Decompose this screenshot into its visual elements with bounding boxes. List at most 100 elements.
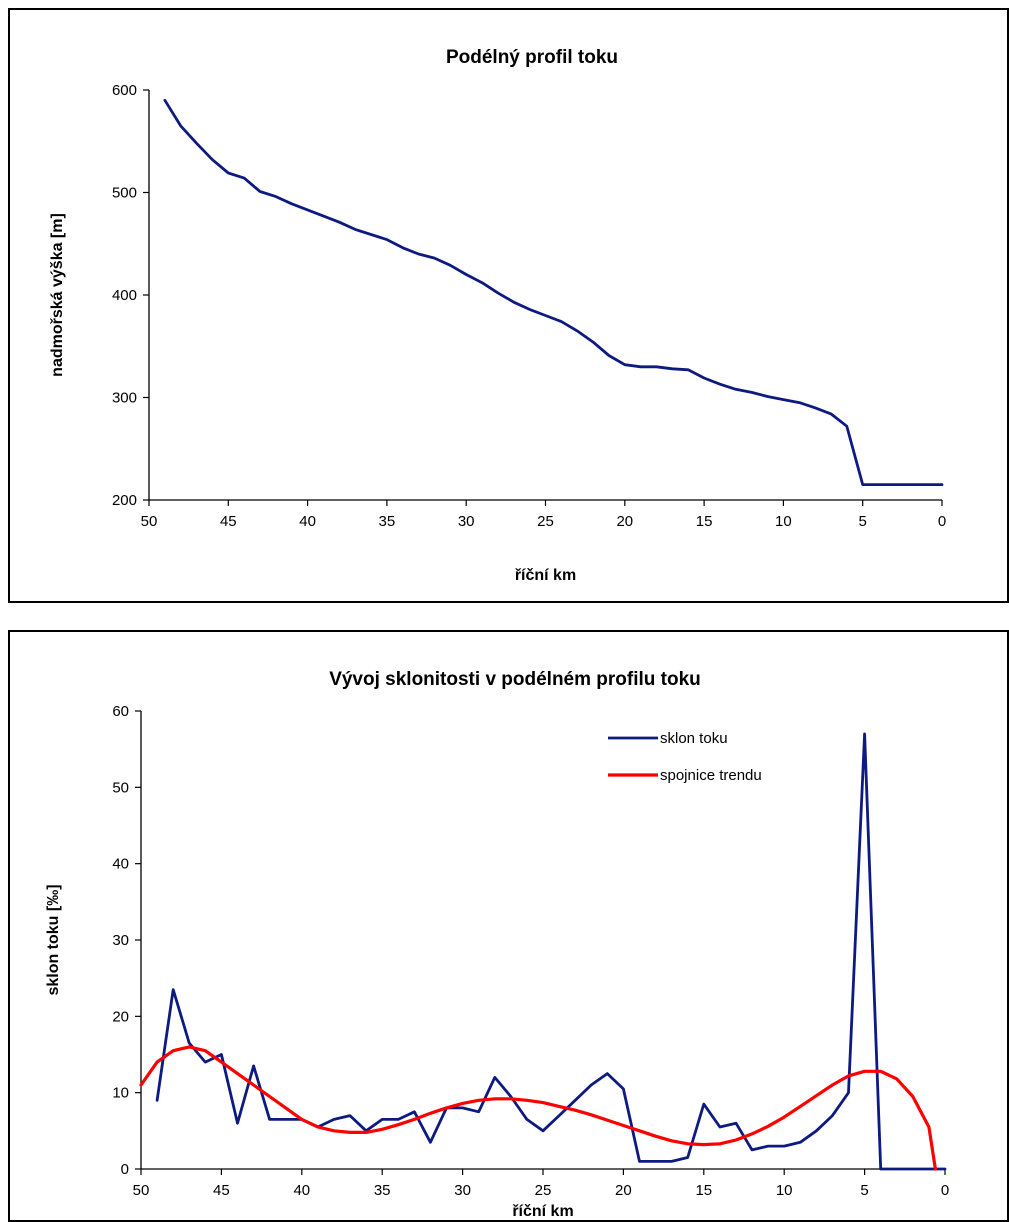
- data-point-spojnice-trendu: [831, 1084, 833, 1086]
- slope-chart-panel: Vývoj sklonitosti v podélném profilu tok…: [8, 630, 1009, 1222]
- data-point-sklon-toku: [220, 1053, 222, 1055]
- x-tick-label: 35: [374, 1182, 391, 1199]
- data-point-sklon-toku: [477, 1111, 479, 1113]
- x-tick-label: 20: [616, 513, 633, 530]
- data-point-spojnice-trendu: [896, 1078, 898, 1080]
- data-point-sklon-toku: [622, 1088, 624, 1090]
- data-point-sklon-toku: [896, 1168, 898, 1170]
- data-point-elevation: [481, 282, 483, 284]
- data-point-spojnice-trendu: [317, 1126, 319, 1128]
- y-tick-label: 50: [112, 779, 129, 796]
- data-point-sklon-toku: [558, 1114, 560, 1116]
- elevation-profile-chart-panel: Podélný profil toku 50 45 40 35 30 25 20 15 10 5 0 2…: [8, 8, 1009, 603]
- y-tick-label: 20: [112, 1008, 129, 1025]
- data-point-spojnice-trendu: [381, 1128, 383, 1130]
- data-point-sklon-toku: [413, 1111, 415, 1113]
- data-point-elevation: [766, 395, 768, 397]
- data-point-sklon-toku: [268, 1118, 270, 1120]
- data-point-spojnice-trendu: [477, 1099, 479, 1101]
- x-tick-label: 35: [379, 513, 396, 530]
- x-tick-label: 25: [535, 1182, 552, 1199]
- data-point-spojnice-trendu: [751, 1133, 753, 1135]
- data-point-spojnice-trendu: [622, 1124, 624, 1126]
- data-point-spojnice-trendu: [413, 1118, 415, 1120]
- data-point-elevation: [639, 366, 641, 368]
- data-point-sklon-toku: [204, 1061, 206, 1063]
- data-point-elevation: [227, 172, 229, 174]
- data-point-elevation: [655, 366, 657, 368]
- data-point-elevation: [164, 99, 166, 101]
- data-point-elevation: [338, 221, 340, 223]
- data-point-elevation: [782, 398, 784, 400]
- data-point-sklon-toku: [670, 1160, 672, 1162]
- data-point-spojnice-trendu: [558, 1105, 560, 1107]
- data-point-spojnice-trendu: [397, 1124, 399, 1126]
- data-point-elevation: [814, 407, 816, 409]
- data-point-spojnice-trendu: [735, 1139, 737, 1141]
- data-point-sklon-toku: [429, 1141, 431, 1143]
- data-point-spojnice-trendu: [687, 1143, 689, 1145]
- y-axis-title: sklon toku [‰]: [45, 884, 62, 995]
- data-point-sklon-toku: [397, 1118, 399, 1120]
- data-point-elevation: [703, 377, 705, 379]
- data-point-elevation: [719, 383, 721, 385]
- data-point-spojnice-trendu: [783, 1116, 785, 1118]
- data-point-sklon-toku: [188, 1042, 190, 1044]
- data-point-sklon-toku: [590, 1084, 592, 1086]
- data-point-spojnice-trendu: [799, 1105, 801, 1107]
- data-point-spojnice-trendu: [574, 1109, 576, 1111]
- y-axis-title: nadmořská výška [m]: [49, 213, 66, 377]
- x-tick-label: 5: [859, 513, 867, 530]
- data-point-sklon-toku: [703, 1103, 705, 1105]
- data-point-elevation: [687, 369, 689, 371]
- data-point-spojnice-trendu: [140, 1084, 142, 1086]
- data-point-elevation: [513, 301, 515, 303]
- y-tick-label: 60: [112, 703, 129, 720]
- data-point-elevation: [830, 413, 832, 415]
- x-tick-label: 0: [941, 1182, 949, 1199]
- data-point-spojnice-trendu: [542, 1101, 544, 1103]
- data-point-spojnice-trendu: [220, 1061, 222, 1063]
- chart-title: Vývoj sklonitosti v podélném profilu tok…: [329, 669, 701, 690]
- data-point-spojnice-trendu: [638, 1130, 640, 1132]
- x-tick-label: 20: [615, 1182, 632, 1199]
- data-point-sklon-toku: [751, 1149, 753, 1151]
- data-point-sklon-toku: [252, 1065, 254, 1067]
- slope-chart: Vývoj sklonitosti v podélném profilu tok…: [45, 669, 949, 1220]
- data-point-elevation: [909, 483, 911, 485]
- data-point-elevation: [354, 228, 356, 230]
- data-point-spojnice-trendu: [204, 1049, 206, 1051]
- data-point-elevation: [195, 142, 197, 144]
- data-point-elevation: [402, 247, 404, 249]
- data-point-elevation: [386, 238, 388, 240]
- data-point-sklon-toku: [606, 1072, 608, 1074]
- data-point-elevation: [449, 264, 451, 266]
- y-tick-label: 400: [112, 287, 137, 304]
- data-point-spojnice-trendu: [172, 1049, 174, 1051]
- data-point-sklon-toku: [285, 1118, 287, 1120]
- data-point-spojnice-trendu: [719, 1143, 721, 1145]
- data-point-elevation: [735, 388, 737, 390]
- data-point-sklon-toku: [638, 1160, 640, 1162]
- x-tick-label: 40: [293, 1182, 310, 1199]
- data-point-sklon-toku: [574, 1099, 576, 1101]
- data-point-sklon-toku: [494, 1076, 496, 1078]
- data-point-sklon-toku: [333, 1118, 335, 1120]
- data-point-spojnice-trendu: [333, 1130, 335, 1132]
- x-tick-label: 45: [213, 1182, 230, 1199]
- x-axis-title: říční km: [512, 1203, 573, 1220]
- data-point-spojnice-trendu: [879, 1070, 881, 1072]
- data-point-elevation: [370, 233, 372, 235]
- data-point-elevation: [322, 215, 324, 217]
- data-point-elevation: [624, 364, 626, 366]
- y-tick-label: 200: [112, 492, 137, 509]
- data-point-elevation: [608, 354, 610, 356]
- data-point-elevation: [750, 391, 752, 393]
- data-point-sklon-toku: [879, 1168, 881, 1170]
- data-point-elevation: [877, 483, 879, 485]
- x-tick-label: 10: [776, 1182, 793, 1199]
- series-line-elevation: [163, 98, 944, 487]
- data-point-elevation: [893, 483, 895, 485]
- data-point-spojnice-trendu: [365, 1131, 367, 1133]
